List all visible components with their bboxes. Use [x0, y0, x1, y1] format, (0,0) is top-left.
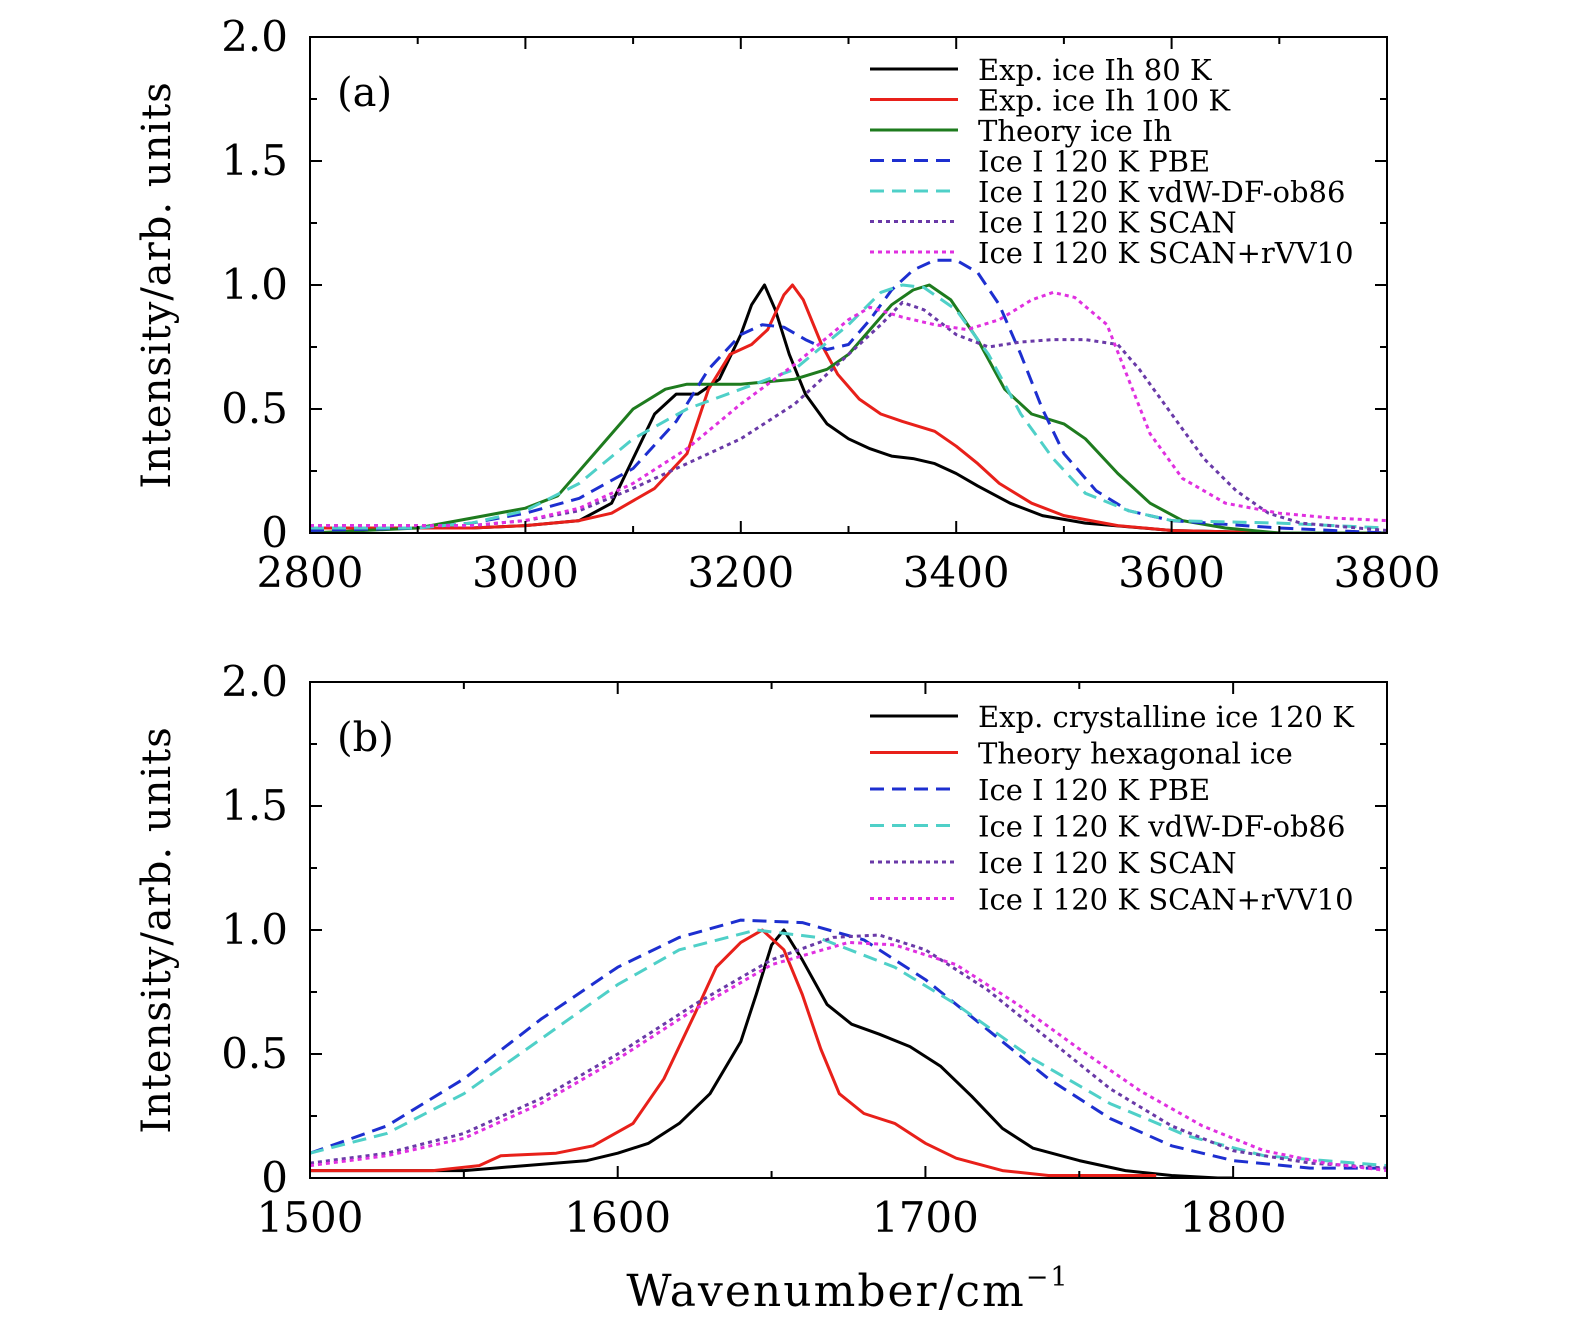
panel-a: 2800 3000 3200 3400 3600 3800 0 0.5 1.0 1.5 2.0 Int… — [134, 12, 1440, 597]
x-tick-label: 3600 — [1118, 548, 1225, 597]
legend-entry: Ice I 120 K SCAN+rVV10 — [978, 883, 1354, 917]
series-line-4 — [310, 283, 1387, 530]
series-line-6 — [310, 290, 1387, 528]
y-tick-label: 2.0 — [221, 657, 288, 706]
series-line-0 — [310, 928, 1234, 1178]
series-line-1 — [310, 283, 1280, 533]
legend-entry: Exp. crystalline ice 120 K — [978, 700, 1355, 734]
y-tick-label: 0.5 — [221, 1029, 288, 1078]
panel-label: (b) — [337, 715, 394, 761]
legend-entry: Exp. ice Ih 100 K — [978, 84, 1231, 118]
legend-entry: Ice I 120 K PBE — [978, 145, 1210, 179]
x-tick-label: 1500 — [257, 1193, 364, 1242]
panel-label: (a) — [337, 70, 392, 116]
x-axis-label: Wavenumber/cm−1 — [626, 1262, 1069, 1317]
series-line-5 — [310, 300, 1387, 532]
y-tick-label: 0 — [261, 1153, 288, 1202]
legend-entry: Ice I 120 K SCAN — [978, 206, 1237, 240]
legend-entry: Ice I 120 K SCAN+rVV10 — [978, 236, 1354, 270]
y-tick-label: 0 — [261, 508, 288, 557]
x-tick-label: 3000 — [472, 548, 579, 597]
y-tick-label: 1.0 — [221, 905, 288, 954]
x-tick-label: 1800 — [1180, 1193, 1287, 1242]
legend-entry: Theory hexagonal ice — [978, 737, 1293, 771]
x-tick-label: 1600 — [564, 1193, 671, 1242]
y-axis-label: Intensity/arb. units — [134, 726, 180, 1133]
x-tick-label: 2800 — [257, 548, 364, 597]
x-tick-label: 3800 — [1334, 548, 1441, 597]
panel-b: 1500 1600 1700 1800 0 0.5 1.0 1.5 2.0 Intensity/a… — [134, 657, 1388, 1242]
legend-entry: Ice I 120 K vdW-DF-ob86 — [978, 810, 1345, 844]
legend-entry: Ice I 120 K vdW-DF-ob86 — [978, 175, 1345, 209]
series-line-4 — [310, 933, 1387, 1170]
y-tick-label: 1.0 — [221, 260, 288, 309]
legend-entry: Theory ice Ih — [978, 114, 1172, 148]
y-tick-label: 1.5 — [221, 136, 288, 185]
y-tick-label: 1.5 — [221, 781, 288, 830]
series-line-3 — [310, 928, 1387, 1168]
x-tick-label: 3200 — [687, 548, 794, 597]
legend-entry: Exp. ice Ih 80 K — [978, 53, 1213, 87]
y-tick-label: 2.0 — [221, 12, 288, 61]
series-line-5 — [310, 940, 1387, 1173]
y-tick-label: 0.5 — [221, 384, 288, 433]
series-line-3 — [310, 258, 1387, 533]
x-tick-label: 1700 — [872, 1193, 979, 1242]
legend-entry: Ice I 120 K PBE — [978, 773, 1210, 807]
legend-entry: Ice I 120 K SCAN — [978, 846, 1237, 880]
series-line-0 — [310, 283, 1280, 533]
series-line-2 — [310, 283, 1387, 533]
series-line-2 — [310, 918, 1387, 1170]
y-axis-label: Intensity/arb. units — [134, 81, 180, 488]
x-tick-label: 3400 — [903, 548, 1010, 597]
